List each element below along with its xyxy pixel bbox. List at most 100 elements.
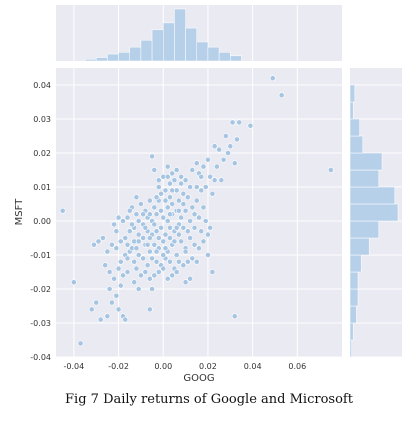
x-histogram-bar	[95, 57, 108, 62]
scatter-point	[191, 224, 198, 231]
y-histogram-bar	[349, 339, 352, 358]
scatter-point	[124, 269, 131, 275]
scatter-point	[59, 207, 66, 214]
scatter-point	[146, 275, 153, 282]
scatter-point	[155, 177, 162, 184]
y-histogram-bar	[349, 203, 399, 222]
scatter-point	[104, 248, 111, 255]
scatter-point	[191, 241, 198, 248]
scatter-point	[129, 221, 135, 228]
y-tick-label: 0.01	[33, 183, 51, 192]
y-histogram-bar	[349, 186, 396, 205]
scatter-point	[327, 167, 334, 173]
y-histogram-bar	[349, 288, 359, 307]
scatter-point	[135, 252, 142, 258]
figure-caption: Fig 7 Daily returns of Google and Micros…	[65, 392, 353, 407]
scatter-point	[198, 173, 205, 180]
y-histogram-bar	[349, 254, 362, 273]
scatter-point	[155, 184, 162, 190]
scatter-point	[115, 214, 122, 221]
x-histogram-bar	[163, 22, 175, 62]
y-histogram-bar	[349, 322, 354, 341]
scatter-point	[113, 292, 120, 299]
scatter-point	[209, 269, 216, 275]
scatter-point	[77, 340, 84, 347]
scatter-point	[106, 269, 113, 275]
scatter-point	[205, 231, 211, 238]
scatter-point	[180, 224, 187, 231]
scatter-point	[111, 221, 117, 228]
scatter-point	[122, 235, 129, 241]
scatter-point	[173, 224, 180, 231]
scatter-point	[164, 218, 171, 224]
scatter-point	[162, 197, 169, 204]
y-histogram-bar	[349, 135, 364, 154]
scatter-point	[218, 177, 225, 184]
scatter-point	[133, 211, 140, 218]
scatter-point	[173, 269, 180, 275]
scatter-point	[211, 177, 218, 184]
scatter-point	[167, 224, 173, 231]
x-tick-label: 0.04	[244, 362, 262, 371]
scatter-panel	[56, 68, 342, 357]
scatter-point	[158, 207, 164, 214]
scatter-point	[91, 241, 97, 248]
x-histogram-bar	[151, 29, 164, 62]
scatter-point	[189, 204, 196, 211]
y-tick-label: -0.01	[30, 251, 51, 260]
y-histogram-bar	[349, 220, 380, 239]
scatter-point	[178, 238, 185, 245]
y-histogram-bar	[349, 152, 383, 171]
x-histogram-bar	[230, 55, 242, 62]
y-histogram-bar	[349, 118, 360, 137]
scatter-point	[158, 190, 164, 197]
scatter-point	[164, 204, 171, 211]
scatter-point	[164, 173, 171, 180]
scatter-point	[198, 228, 205, 235]
scatter-point	[138, 201, 144, 207]
scatter-point	[149, 286, 155, 292]
scatter-point	[144, 262, 151, 269]
scatter-point	[184, 194, 191, 201]
scatter-point	[133, 245, 140, 252]
scatter-point	[175, 258, 182, 265]
scatter-point	[175, 207, 182, 214]
scatter-point	[153, 248, 160, 255]
scatter-point	[200, 163, 207, 170]
x-tick-label: 0.06	[288, 362, 306, 371]
scatter-point	[182, 177, 189, 184]
scatter-point	[162, 231, 169, 238]
scatter-point	[146, 197, 153, 204]
scatter-point	[167, 235, 173, 241]
x-histogram-bar	[129, 46, 142, 62]
y-tick-label: -0.03	[30, 319, 51, 328]
scatter-point	[162, 245, 169, 252]
scatter-point	[189, 255, 196, 262]
scatter-point	[117, 238, 124, 245]
scatter-point	[117, 282, 124, 289]
scatter-point	[113, 245, 120, 252]
x-histogram-bar	[140, 39, 153, 62]
scatter-point	[88, 306, 95, 313]
scatter-point	[70, 279, 77, 286]
scatter-point	[175, 231, 182, 238]
scatter-point	[111, 275, 117, 282]
scatter-point	[155, 269, 162, 275]
scatter-point	[171, 238, 178, 245]
scatter-point	[146, 306, 153, 313]
scatter-point	[153, 228, 160, 235]
scatter-point	[180, 190, 187, 197]
x-histogram-bar	[118, 52, 130, 62]
scatter-point	[135, 238, 142, 245]
x-tick-label: -0.02	[108, 362, 129, 371]
scatter-point	[169, 272, 176, 279]
scatter-point	[234, 136, 240, 143]
scatter-point	[187, 235, 193, 241]
scatter-point	[231, 160, 238, 167]
scatter-point	[93, 299, 100, 306]
scatter-point	[211, 143, 218, 150]
scatter-point	[178, 173, 185, 180]
scatter-point	[102, 262, 109, 269]
scatter-point	[229, 119, 236, 126]
scatter-point	[144, 241, 151, 248]
